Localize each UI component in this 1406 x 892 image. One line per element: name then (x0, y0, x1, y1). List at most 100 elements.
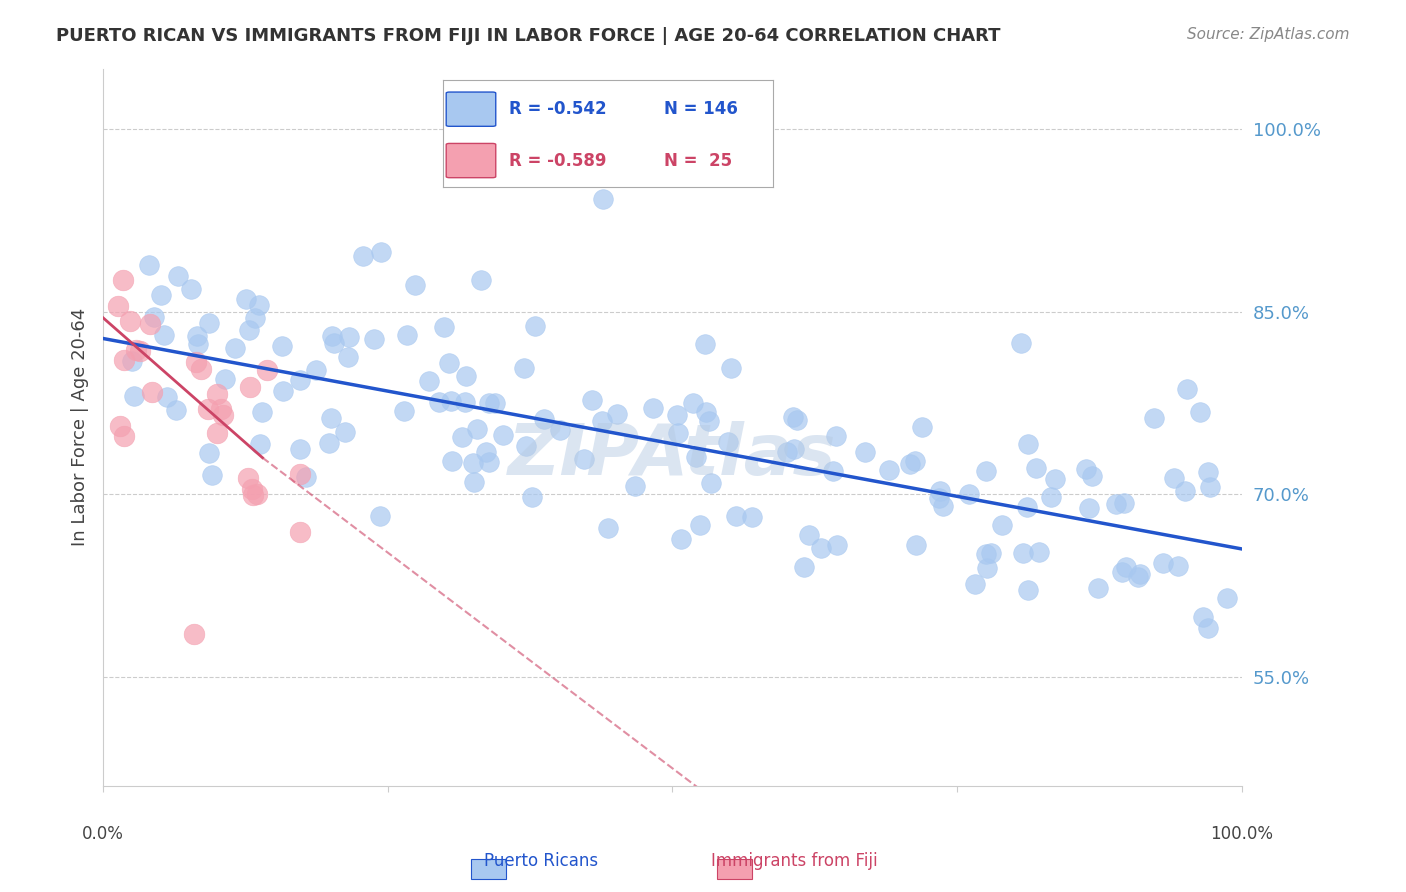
Point (976, 561, 998, 575)
Point (205, 425, 228, 440)
Point (515, 439, 537, 453)
Point (256, 363, 278, 377)
Point (1015, 500, 1038, 515)
Point (1197, 465, 1219, 479)
Point (236, 471, 259, 485)
Point (724, 509, 747, 524)
Point (250, 405, 273, 419)
Point (1025, 461, 1047, 475)
Point (454, 369, 477, 384)
Point (214, 372, 236, 386)
Point (243, 310, 266, 325)
Text: R = -0.589: R = -0.589 (509, 152, 606, 169)
Point (484, 396, 506, 410)
Point (321, 329, 343, 343)
Point (149, 287, 172, 301)
Point (976, 547, 998, 561)
Point (513, 361, 536, 376)
Point (904, 538, 927, 552)
Point (623, 479, 645, 493)
Point (112, 353, 135, 368)
Point (1174, 483, 1197, 498)
Point (112, 273, 135, 287)
Point (700, 476, 723, 491)
Point (288, 467, 311, 482)
Point (666, 425, 689, 440)
Point (776, 445, 799, 459)
Point (1216, 591, 1239, 606)
Point (825, 538, 848, 552)
Point (974, 464, 997, 478)
Point (1043, 472, 1066, 486)
Point (1028, 545, 1050, 559)
Point (110, 419, 132, 434)
Text: PUERTO RICAN VS IMMIGRANTS FROM FIJI IN LABOR FORCE | AGE 20-64 CORRELATION CHAR: PUERTO RICAN VS IMMIGRANTS FROM FIJI IN … (56, 27, 1001, 45)
Point (928, 491, 950, 506)
Point (121, 354, 143, 368)
FancyBboxPatch shape (446, 144, 496, 178)
Point (180, 282, 202, 296)
Point (911, 419, 934, 434)
Point (418, 374, 440, 388)
Text: 0.0%: 0.0% (82, 825, 124, 843)
Point (238, 323, 260, 337)
Point (114, 428, 136, 442)
Point (240, 483, 263, 497)
Point (239, 379, 262, 393)
Point (139, 317, 162, 331)
Point (1175, 382, 1198, 396)
Point (783, 442, 806, 457)
Point (318, 436, 340, 450)
Point (877, 463, 900, 477)
Point (682, 396, 704, 410)
Point (454, 395, 477, 409)
Point (591, 415, 613, 429)
Point (190, 362, 212, 376)
Point (548, 423, 571, 437)
Point (319, 410, 342, 425)
Point (186, 328, 208, 343)
Point (786, 413, 808, 427)
Point (363, 332, 385, 346)
Point (141, 384, 163, 399)
Point (810, 541, 832, 556)
Text: Puerto Ricans: Puerto Ricans (484, 852, 599, 870)
Point (470, 273, 492, 287)
Point (183, 627, 205, 641)
Text: N = 146: N = 146 (664, 100, 738, 118)
Point (782, 410, 804, 425)
Point (187, 336, 209, 351)
Point (821, 464, 844, 478)
Point (294, 470, 316, 484)
Point (491, 428, 513, 442)
Point (197, 446, 219, 460)
Point (689, 518, 711, 533)
Point (797, 528, 820, 542)
Point (1115, 560, 1137, 574)
Point (957, 487, 980, 501)
Point (1199, 480, 1222, 494)
Point (581, 393, 603, 408)
Point (520, 490, 543, 504)
Y-axis label: In Labor Force | Age 20-64: In Labor Force | Age 20-64 (72, 308, 89, 547)
Point (118, 314, 141, 328)
Point (122, 389, 145, 403)
FancyBboxPatch shape (446, 92, 496, 127)
Point (138, 258, 160, 272)
Point (1077, 501, 1099, 516)
Point (209, 402, 232, 417)
Point (596, 521, 619, 535)
Point (475, 444, 498, 458)
Point (1197, 621, 1219, 635)
Point (143, 310, 166, 324)
Point (440, 394, 463, 409)
Point (395, 327, 418, 342)
Point (128, 343, 150, 358)
Point (404, 278, 426, 293)
Point (1087, 582, 1109, 596)
Point (903, 454, 925, 468)
Point (991, 518, 1014, 533)
Text: R = -0.542: R = -0.542 (509, 100, 606, 118)
Point (665, 408, 688, 422)
Point (963, 577, 986, 591)
